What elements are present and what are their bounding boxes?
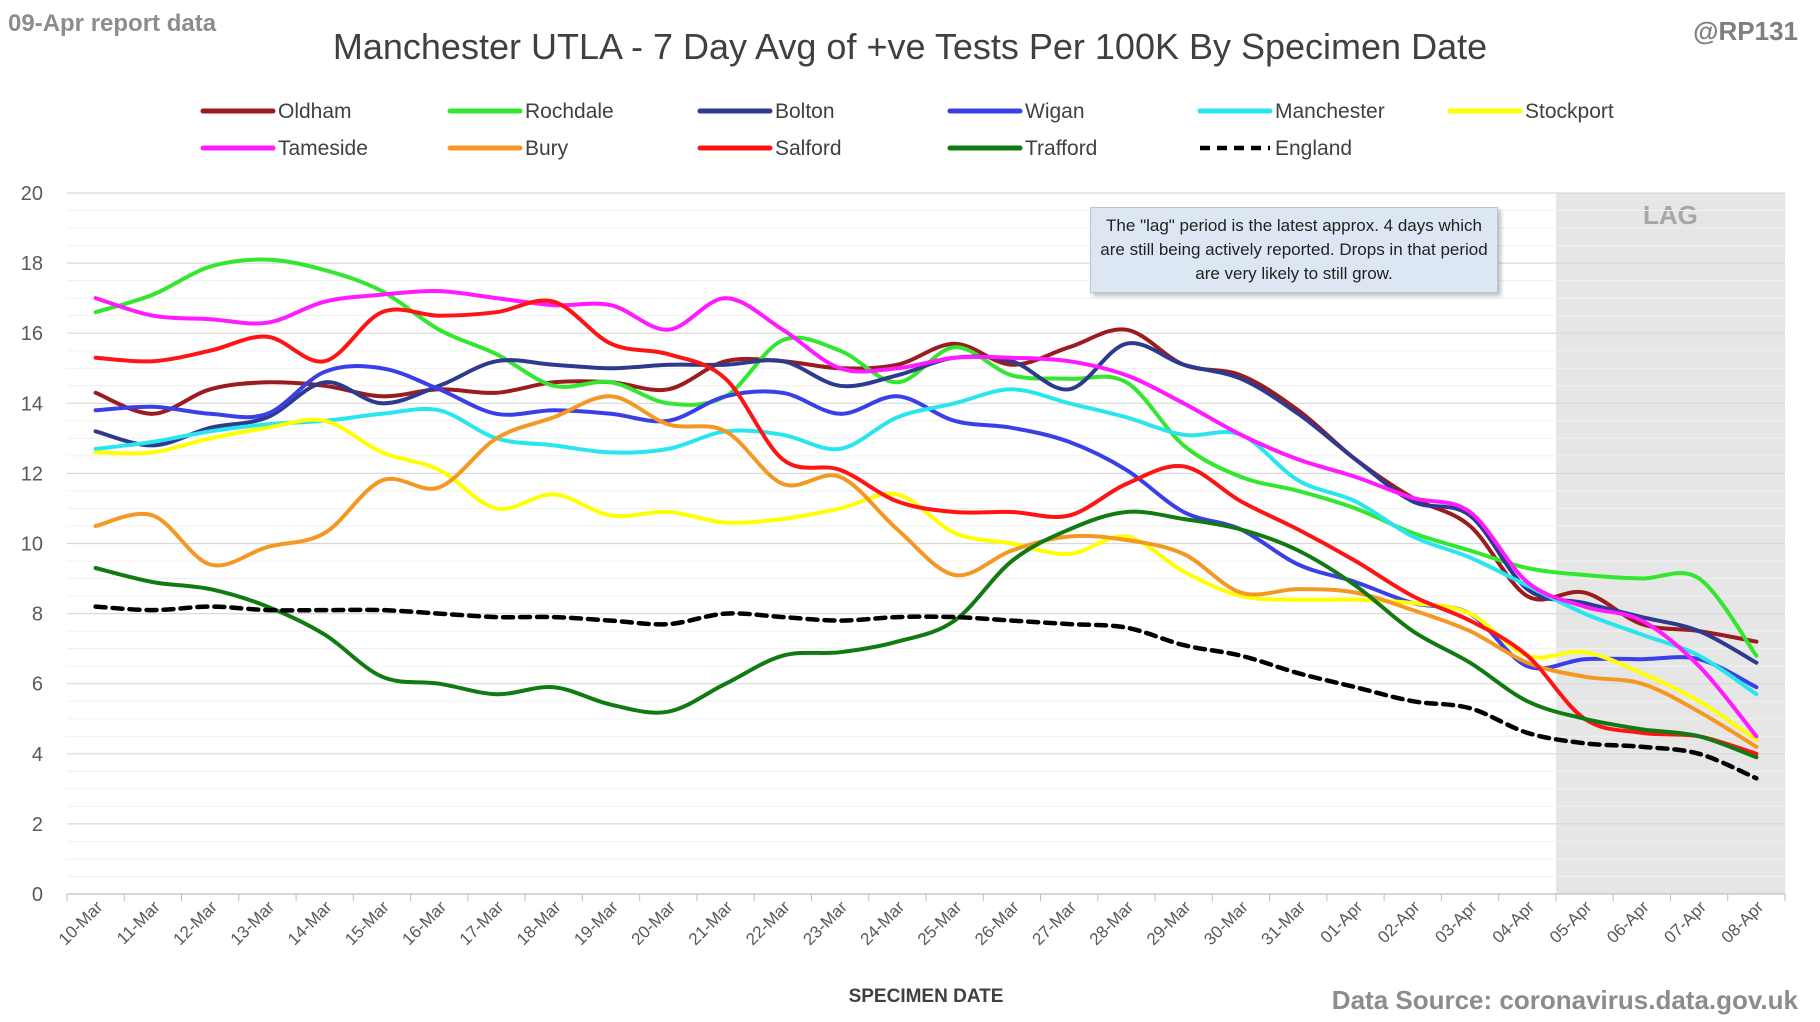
legend-label-england: England [1275,137,1352,160]
legend-label-wigan: Wigan [1025,100,1085,123]
x-tick-label: 29-Mar [1143,897,1195,949]
series-line-stockport [93,417,1759,742]
x-tick-label: 08-Apr [1718,897,1768,947]
y-tick-label: 2 [32,814,43,836]
legend-label-rochdale: Rochdale [525,100,614,123]
y-tick-label: 8 [32,604,43,626]
series-line-tameside [93,289,1759,739]
legend-label-bolton: Bolton [775,100,835,123]
x-tick-label: 10-Mar [55,897,107,949]
legend-label-tameside: Tameside [278,137,368,160]
x-tick-label: 31-Mar [1258,897,1310,949]
author-handle: @RP131 [1693,16,1798,46]
y-tick-label: 4 [32,744,43,766]
data-source-label: Data Source: coronavirus.data.gov.uk [1331,985,1798,1015]
legend-label-oldham: Oldham [278,100,352,123]
x-tick-label: 21-Mar [685,897,737,949]
x-tick-label: 28-Mar [1086,897,1138,949]
series-line-england [93,604,1759,781]
y-tick-label: 18 [21,253,43,275]
x-tick-label: 01-Apr [1317,897,1367,947]
y-tick-label: 20 [21,183,43,205]
y-tick-label: 14 [21,393,43,415]
y-tick-label: 12 [21,463,43,485]
report-date-label: 09-Apr report data [8,10,217,37]
x-tick-label: 19-Mar [570,897,622,949]
legend-label-stockport: Stockport [1525,100,1614,123]
x-tick-label: 12-Mar [169,897,221,949]
legend-label-bury: Bury [525,137,569,160]
x-tick-label: 25-Mar [914,897,966,949]
x-tick-label: 17-Mar [456,897,508,949]
series-line-manchester [93,387,1759,697]
y-tick-label: 16 [21,323,43,345]
x-tick-label: 26-Mar [971,897,1023,949]
x-tick-label: 11-Mar [113,897,164,948]
y-tick-label: 10 [21,534,43,556]
x-tick-label: 18-Mar [513,897,565,949]
legend-label-salford: Salford [775,137,842,160]
x-tick-label: 24-Mar [857,897,909,949]
legend-label-trafford: Trafford [1025,137,1097,160]
chart-title: Manchester UTLA - 7 Day Avg of +ve Tests… [332,26,1488,67]
x-tick-label: 07-Apr [1660,897,1710,947]
legend-label-manchester: Manchester [1275,100,1385,123]
x-tick-label: 06-Apr [1603,897,1653,947]
y-tick-label: 0 [32,884,43,906]
x-tick-label: 05-Apr [1546,897,1596,947]
lag-annotation-box: The "lag" period is the latest approx. 4… [1090,207,1498,293]
x-tick-label: 16-Mar [399,897,451,949]
x-tick-label: 13-Mar [227,897,279,949]
series-line-bury [93,394,1759,749]
x-tick-label: 23-Mar [799,897,851,949]
x-tick-label: 15-Mar [341,897,393,949]
x-tick-label: 27-Mar [1028,897,1080,949]
lag-label: LAG [1643,200,1698,230]
x-tick-label: 22-Mar [742,897,794,949]
series-line-salford [93,298,1759,756]
x-axis-label: SPECIMEN DATE [849,986,1004,1007]
x-tick-label: 20-Mar [628,897,680,949]
y-tick-label: 6 [32,674,43,696]
x-tick-label: 02-Apr [1374,897,1424,947]
x-tick-label: 03-Apr [1431,897,1481,947]
series-line-trafford [93,509,1759,760]
series-line-oldham [93,327,1759,644]
x-tick-label: 30-Mar [1200,897,1252,949]
x-tick-label: 14-Mar [284,897,336,949]
x-tick-label: 04-Apr [1489,897,1539,947]
